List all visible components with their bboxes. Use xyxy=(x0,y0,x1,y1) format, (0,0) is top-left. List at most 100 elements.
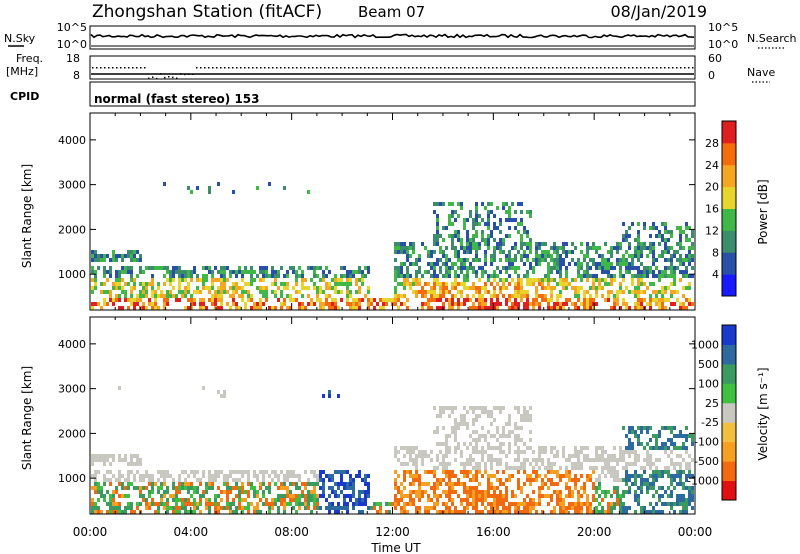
heatmap-cell xyxy=(538,458,541,462)
heatmap-cell xyxy=(469,442,472,446)
heatmap-cell xyxy=(202,278,205,282)
heatmap-cell xyxy=(178,478,181,482)
heatmap-cell xyxy=(637,266,640,270)
heatmap-cell xyxy=(127,470,130,474)
heatmap-cell xyxy=(349,270,352,274)
heatmap-cell xyxy=(118,494,121,498)
heatmap-cell xyxy=(427,506,430,510)
heatmap-cell xyxy=(241,298,244,302)
x-tick-label: 20:00 xyxy=(577,525,612,539)
heatmap-cell xyxy=(490,306,493,310)
nave-point xyxy=(692,67,694,69)
heatmap-cell xyxy=(496,510,499,514)
heatmap-cell xyxy=(676,470,679,474)
heatmap-cell xyxy=(640,474,643,478)
heatmap-cell xyxy=(607,290,610,294)
heatmap-cell xyxy=(679,254,682,258)
heatmap-cell xyxy=(526,270,529,274)
heatmap-cell xyxy=(505,510,508,514)
heatmap-cell xyxy=(409,446,412,450)
heatmap-cell xyxy=(523,502,526,506)
heatmap-cell xyxy=(319,470,322,474)
heatmap-cell xyxy=(514,258,517,262)
heatmap-cell xyxy=(520,282,523,286)
heatmap-cell xyxy=(490,462,493,466)
heatmap-cell xyxy=(505,298,508,302)
heatmap-cell xyxy=(538,302,541,306)
heatmap-cell xyxy=(688,274,691,278)
heatmap-cell xyxy=(418,270,421,274)
heatmap-cell xyxy=(469,470,472,474)
heatmap-cell xyxy=(340,282,343,286)
heatmap-cell xyxy=(520,466,523,470)
heatmap-cell xyxy=(151,290,154,294)
heatmap-cell xyxy=(394,482,397,486)
heatmap-cell xyxy=(313,506,316,510)
heatmap-cell xyxy=(544,258,547,262)
heatmap-cell xyxy=(277,478,280,482)
heatmap-cell xyxy=(172,482,175,486)
nave-point xyxy=(228,67,230,69)
heatmap-cell xyxy=(436,306,439,310)
heatmap-cell xyxy=(688,258,691,262)
heatmap-cell xyxy=(592,510,595,514)
heatmap-cell xyxy=(592,470,595,474)
heatmap-cell xyxy=(418,290,421,294)
heatmap-cell xyxy=(259,266,262,270)
heatmap-cell xyxy=(688,502,691,506)
heatmap-cell xyxy=(610,246,613,250)
heatmap-cell xyxy=(484,286,487,290)
heatmap-cell xyxy=(226,498,229,502)
heatmap-cell xyxy=(460,202,463,206)
heatmap-cell xyxy=(655,490,658,494)
y-tick-label: 1000 xyxy=(58,268,86,281)
heatmap-cell xyxy=(580,286,583,290)
heatmap-cell xyxy=(688,470,691,474)
nave-point xyxy=(516,67,518,69)
heatmap-cell xyxy=(457,258,460,262)
heatmap-cell xyxy=(163,266,166,270)
heatmap-cell xyxy=(634,498,637,502)
heatmap-cell xyxy=(352,494,355,498)
heatmap-cell xyxy=(433,466,436,470)
heatmap-cell xyxy=(115,298,118,302)
heatmap-cell xyxy=(541,286,544,290)
colorbar-swatch xyxy=(722,186,736,209)
heatmap-cell xyxy=(442,290,445,294)
heatmap-cell xyxy=(115,254,118,258)
nave-point xyxy=(488,67,490,69)
heatmap-cell xyxy=(568,298,571,302)
heatmap-cell xyxy=(448,218,451,222)
heatmap-cell xyxy=(646,286,649,290)
heatmap-cell xyxy=(505,234,508,238)
heatmap-cell xyxy=(496,502,499,506)
heatmap-cell xyxy=(313,282,316,286)
heatmap-cell xyxy=(124,454,127,458)
heatmap-cell xyxy=(634,294,637,298)
heatmap-cell xyxy=(610,290,613,294)
heatmap-cell xyxy=(208,478,211,482)
heatmap-cell xyxy=(604,278,607,282)
heatmap-cell xyxy=(166,294,169,298)
heatmap-cell xyxy=(448,446,451,450)
heatmap-cell xyxy=(559,494,562,498)
heatmap-cell xyxy=(451,502,454,506)
heatmap-cell xyxy=(121,306,124,310)
heatmap-cell xyxy=(253,302,256,306)
heatmap-cell xyxy=(397,450,400,454)
heatmap-cell xyxy=(475,494,478,498)
heatmap-cell xyxy=(685,274,688,278)
heatmap-cell xyxy=(484,490,487,494)
heatmap-cell xyxy=(103,282,106,286)
heatmap-cell xyxy=(427,470,430,474)
heatmap-cell xyxy=(475,442,478,446)
heatmap-cell xyxy=(529,418,532,422)
power-colorbar-label: Power [dB] xyxy=(756,179,770,244)
heatmap-cell xyxy=(262,474,265,478)
heatmap-cell xyxy=(523,250,526,254)
heatmap-cell xyxy=(142,494,145,498)
heatmap-cell xyxy=(436,234,439,238)
heatmap-cell xyxy=(133,286,136,290)
heatmap-cell xyxy=(358,270,361,274)
heatmap-cell xyxy=(133,454,136,458)
